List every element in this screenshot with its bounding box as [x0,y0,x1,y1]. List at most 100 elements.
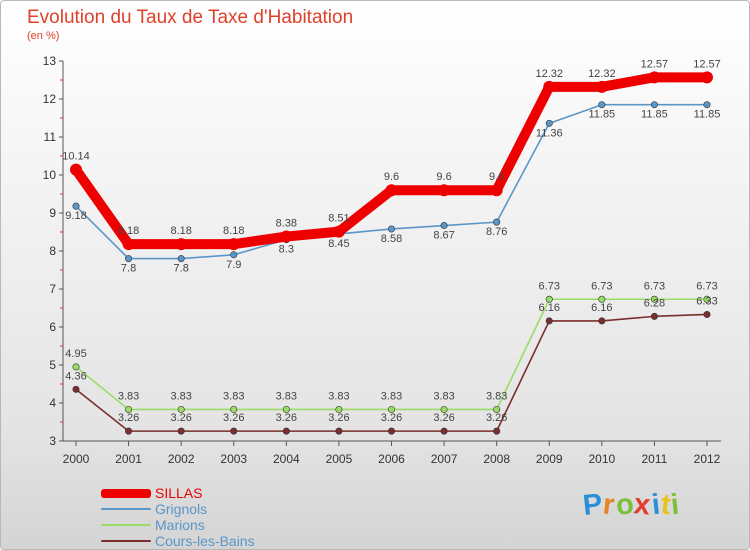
data-label: 6.33 [696,295,717,307]
data-point [387,427,395,435]
data-point [72,363,80,371]
data-point [177,255,185,263]
data-label: 8.18 [170,225,191,237]
x-tick-label: 2010 [588,452,615,466]
y-tick-label: 5 [49,358,56,372]
data-point [227,238,240,251]
data-point [125,255,133,263]
x-tick-label: 2002 [168,452,195,466]
data-label: 12.32 [588,68,616,80]
data-label: 6.16 [591,302,612,314]
data-point [545,119,553,127]
data-label: 3.26 [118,412,139,424]
data-label: 8.67 [433,230,454,242]
data-label: 10.14 [62,151,90,163]
data-point [387,405,395,413]
data-label: 8.3 [279,244,294,256]
data-label: 3.83 [433,390,454,402]
data-point [701,71,713,84]
data-label: 6.73 [696,280,717,292]
legend-item: SILLAS [101,485,255,501]
y-tick-label: 8 [49,244,56,258]
data-point [440,222,448,230]
chart-legend: SILLAS Grignols Marions Cours-les-Bains [101,485,255,549]
data-label: 6.73 [644,280,665,292]
data-label: 8.58 [381,233,402,245]
data-label: 3.83 [328,390,349,402]
data-point [332,225,345,238]
data-point [598,295,606,303]
brand-letter: i [669,488,682,522]
data-point [703,101,711,109]
x-tick-label: 2008 [483,452,510,466]
data-label: 9.18 [65,210,86,222]
legend-label: SILLAS [155,485,203,501]
legend-label: Grignols [155,501,208,517]
data-label: 9.6 [489,171,504,183]
data-point [545,317,553,325]
data-point [703,310,711,318]
data-point [175,238,188,251]
data-point [545,295,553,303]
legend-item: Grignols [101,501,255,517]
data-point [598,317,606,325]
data-label: 3.26 [328,412,349,424]
data-point [177,405,185,413]
data-point [230,251,238,259]
data-point [650,295,658,303]
data-point [438,184,451,197]
data-label: 6.28 [644,297,665,309]
data-label: 12.32 [535,68,563,80]
x-tick-label: 2003 [220,452,247,466]
y-tick-label: 11 [44,130,57,144]
data-label: 4.36 [65,370,86,382]
legend-swatch [101,540,151,542]
data-label: 11.36 [536,127,563,139]
data-point [543,80,556,93]
x-tick-label: 2006 [378,452,405,466]
data-label: 12.57 [641,58,669,70]
series-line-sillas [71,72,712,250]
data-point [440,427,448,435]
data-point [387,225,395,233]
data-point [440,405,448,413]
x-tick-label: 2004 [273,452,300,466]
data-label: 8.18 [118,225,139,237]
data-point [72,385,80,393]
x-tick-label: 2007 [431,452,458,466]
data-label: 3.26 [170,412,191,424]
data-label: 3.26 [433,412,454,424]
data-label: 3.83 [276,390,297,402]
data-point [335,405,343,413]
data-label: 12.57 [693,58,721,70]
y-tick-label: 13 [43,54,57,68]
data-label: 11.85 [588,109,615,121]
legend-swatch [101,524,151,526]
proxiti-logo: Proxiti [581,488,682,522]
legend-swatch [101,508,151,510]
data-label: 11.85 [641,109,668,121]
data-label: 8.76 [486,226,507,238]
chart-title: Evolution du Taux de Taxe d'Habitation [27,7,354,28]
data-point [230,427,238,435]
x-tick-label: 2012 [694,452,721,466]
data-label: 3.83 [486,390,507,402]
data-point [650,101,658,109]
data-label: 6.73 [591,280,612,292]
data-label: 9.6 [436,171,451,183]
y-tick-label: 4 [49,396,56,410]
x-tick-label: 2009 [536,452,563,466]
data-label: 3.83 [170,390,191,402]
legend-label: Cours-les-Bains [155,533,255,549]
data-point [335,427,343,435]
data-label: 3.26 [381,412,402,424]
legend-label: Marions [155,517,205,533]
data-point [493,427,501,435]
legend-item: Marions [101,517,255,533]
data-label: 3.83 [118,390,139,402]
data-label: 6.16 [539,302,560,314]
data-label: 4.95 [65,348,86,360]
data-point [650,312,658,320]
